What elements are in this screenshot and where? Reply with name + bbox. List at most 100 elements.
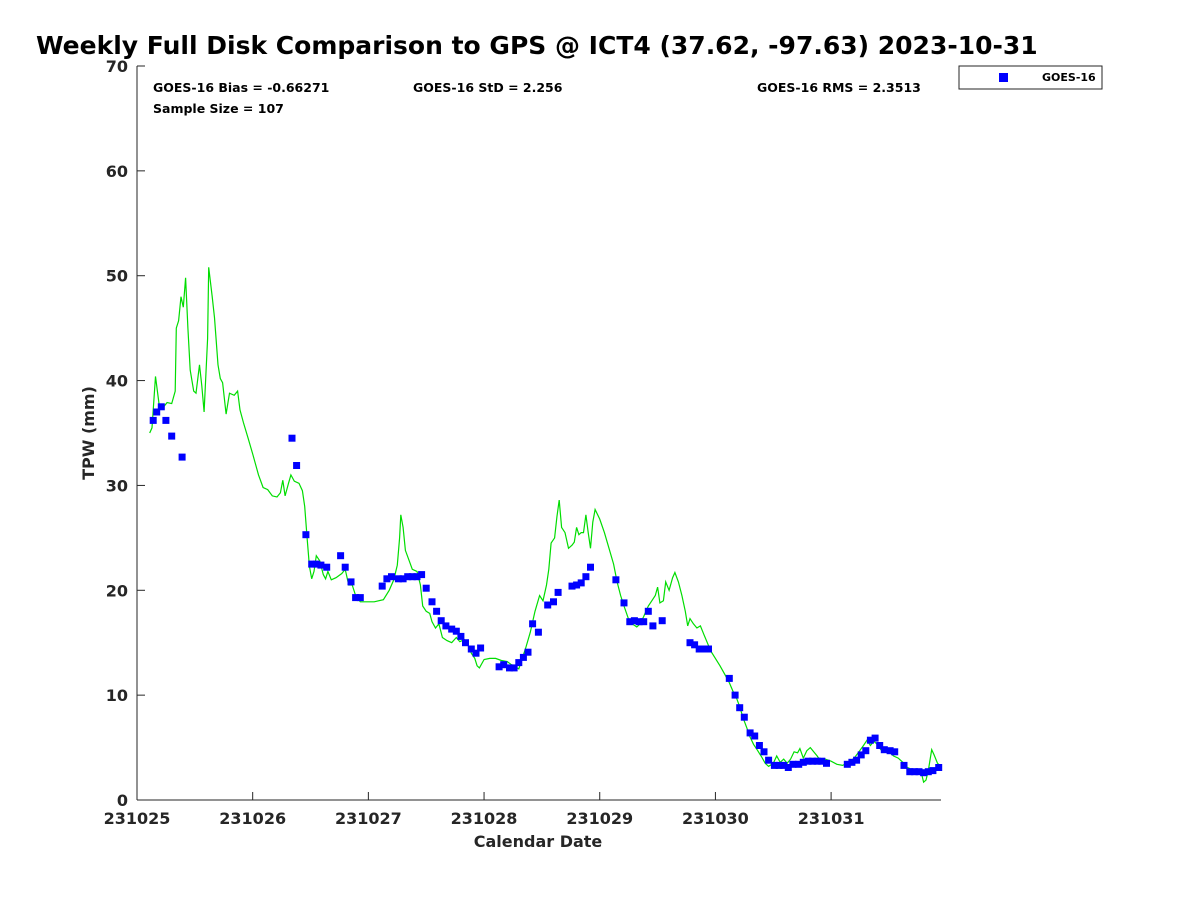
goes16-data-point [157, 403, 165, 411]
goes16-data-point [635, 618, 643, 626]
goes16-data-point [924, 768, 932, 776]
goes16-data-point [823, 759, 830, 767]
goes16-data-point [550, 598, 557, 606]
goes16-data-point [515, 659, 523, 667]
goes16-data-point [910, 768, 918, 776]
y-tick-label: 40 [106, 372, 128, 391]
goes16-data-point [906, 768, 914, 776]
goes16-data-point [736, 704, 744, 712]
goes16-data-point [780, 761, 788, 769]
goes16-data-point [529, 620, 537, 628]
goes16-data-point [658, 617, 666, 625]
x-tick-label: 231030 [682, 809, 749, 828]
goes16-data-point [626, 618, 634, 626]
goes16-data-point [452, 627, 460, 635]
goes16-data-point [153, 408, 161, 416]
y-tick-label: 70 [106, 57, 128, 76]
goes16-data-point [751, 732, 759, 740]
legend-marker [999, 73, 1008, 82]
y-tick-label: 10 [106, 686, 128, 705]
y-tick-label: 30 [106, 476, 128, 495]
goes16-data-point [765, 756, 773, 764]
legend-label: GOES-16 [1042, 71, 1096, 84]
goes16-data-point [388, 573, 395, 581]
legend: GOES-16 [958, 65, 1103, 90]
goes16-data-point [866, 736, 874, 744]
goes16-data-point [784, 764, 792, 771]
goes16-data-point [433, 607, 441, 615]
goes16-data-point [862, 747, 870, 755]
goes16-data-point [554, 588, 562, 596]
plot-frame [136, 66, 941, 801]
y-axis-label: TPW (mm) [79, 386, 98, 480]
goes16-data-point [740, 713, 748, 721]
goes16-data-point [383, 575, 391, 583]
goes16-data-point [691, 641, 699, 649]
goes16-data-point [725, 674, 733, 682]
goes16-data-point [394, 575, 402, 583]
goes16-data-point [804, 757, 812, 765]
goes16-data-point [302, 531, 310, 539]
y-tick-label: 0 [117, 791, 128, 810]
goes16-data-point [886, 747, 894, 755]
goes16-data-point [755, 742, 763, 749]
goes16-data-point [149, 416, 157, 424]
gps-line-series [149, 267, 942, 784]
x-tick-label: 231029 [566, 809, 633, 828]
goes16-data-point [472, 649, 480, 657]
goes16-data-point [770, 761, 778, 769]
goes16-data-point [587, 563, 594, 571]
x-tick-label: 231027 [335, 809, 402, 828]
goes16-data-point [876, 742, 884, 749]
goes16-data-point [413, 573, 421, 581]
goes16-data-point [630, 617, 638, 625]
legend-box [958, 65, 1103, 90]
goes16-data-point [352, 594, 360, 602]
y-tick-label: 20 [106, 581, 128, 600]
goes16-data-point [915, 768, 923, 776]
goes16-data-point [900, 761, 908, 769]
goes16-data-point [695, 645, 703, 653]
goes16-data-point [408, 573, 416, 581]
goes16-data-point [880, 746, 888, 754]
goes16-data-point [312, 560, 320, 568]
goes16-data-point [337, 552, 345, 560]
goes16-data-point [809, 757, 817, 765]
goes16-data-point [510, 664, 518, 672]
std-stat: GOES-16 StD = 2.256 [413, 80, 563, 95]
goes16-data-point [640, 618, 648, 626]
goes16-data-point [356, 594, 364, 602]
goes16-data-point [399, 575, 407, 583]
goes16-data-point [891, 748, 899, 756]
x-ticks: 231025 231026 231027 231028 231029 231030 2310… [104, 792, 864, 828]
chart-title: Weekly Full Disk Comparison to GPS @ ICT… [36, 31, 1038, 60]
goes16-data-point [644, 607, 652, 615]
goes16-data-point [760, 748, 768, 756]
rms-stat: GOES-16 RMS = 2.3513 [757, 80, 921, 95]
goes16-data-point [857, 751, 865, 759]
goes16-data-point [920, 769, 928, 777]
goes16-data-point [162, 416, 170, 424]
goes16-data-point [577, 579, 585, 587]
goes16-data-point [775, 761, 783, 769]
goes16-data-point [573, 581, 581, 589]
x-tick-label: 231028 [451, 809, 518, 828]
goes16-data-point [649, 622, 657, 630]
x-tick-label: 231025 [104, 809, 171, 828]
goes16-data-point [795, 760, 803, 768]
goes16-data-point [813, 757, 821, 765]
goes16-data-point [418, 571, 426, 579]
goes16-data-point [620, 599, 628, 607]
y-tick-label: 50 [106, 267, 128, 286]
goes16-data-point [500, 661, 508, 669]
goes16-data-point [168, 432, 176, 440]
goes16-data-point [686, 639, 694, 647]
goes16-data-point [341, 563, 349, 571]
goes16-data-point [317, 561, 325, 569]
gps-tpw-line [149, 267, 942, 784]
goes16-data-point [731, 691, 739, 699]
goes16-data-point [929, 767, 937, 775]
goes16-data-point [378, 582, 386, 590]
bias-stat: GOES-16 Bias = -0.66271 [153, 80, 329, 95]
